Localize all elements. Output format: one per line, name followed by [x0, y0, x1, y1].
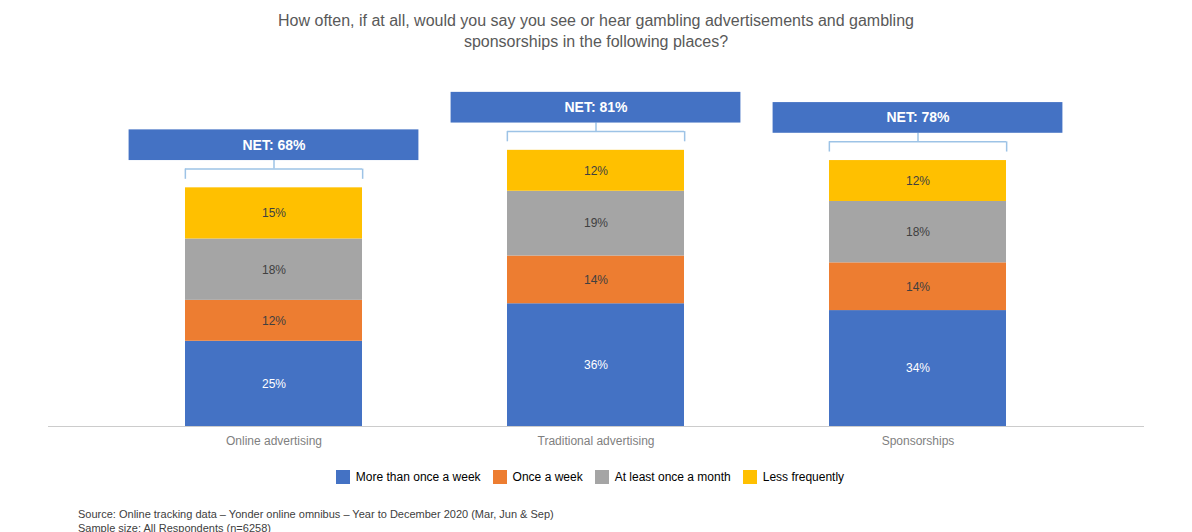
svg-text:15%: 15%: [262, 206, 286, 220]
svg-text:36%: 36%: [584, 358, 608, 372]
svg-text:NET: 68%: NET: 68%: [242, 137, 306, 153]
svg-text:12%: 12%: [906, 174, 930, 188]
html-text:Once a week: Once a week: [512, 469, 583, 484]
svg-text:12%: 12%: [584, 164, 608, 178]
svg-text:Sponsorships: Sponsorships: [882, 434, 955, 448]
html-text:At least once a month: At least once a month: [614, 469, 731, 484]
svg-text:NET: 78%: NET: 78%: [886, 109, 950, 125]
svg-text:NET: 81%: NET: 81%: [564, 99, 628, 115]
svg-text:25%: 25%: [262, 377, 286, 391]
svg-text:18%: 18%: [906, 225, 930, 239]
html-text:Less frequently: Less frequently: [762, 469, 845, 484]
svg-text:Traditional advertising: Traditional advertising: [538, 434, 655, 448]
svg-text:12%: 12%: [262, 314, 286, 328]
svg-text:18%: 18%: [262, 263, 286, 277]
svg-text:Online advertising: Online advertising: [226, 434, 322, 448]
html-text:How often, if at all, would yo: How often, if at all, would you say you …: [278, 12, 914, 50]
svg-text:19%: 19%: [584, 216, 608, 230]
svg-text:14%: 14%: [584, 273, 608, 287]
svg-text:34%: 34%: [906, 361, 930, 375]
html-text:More than once a week: More than once a week: [355, 469, 481, 484]
svg-text:14%: 14%: [906, 280, 930, 294]
